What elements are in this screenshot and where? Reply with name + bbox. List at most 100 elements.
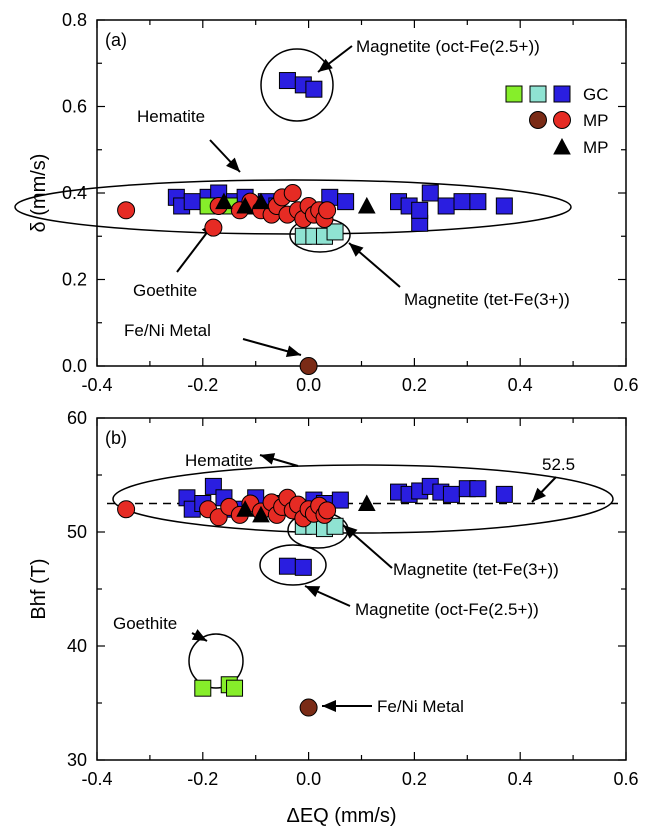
point-red-circle bbox=[318, 201, 337, 220]
annotation-label: Fe/Ni Metal bbox=[377, 697, 464, 716]
arrow-magnetite-oct-head bbox=[305, 586, 321, 598]
point-brown-circle bbox=[299, 357, 318, 375]
point-blue-square bbox=[469, 193, 487, 211]
point-blue-square bbox=[305, 80, 323, 98]
point-blue-square bbox=[411, 201, 429, 219]
annotation-label: Hematite bbox=[137, 107, 205, 126]
y-tick-label: 50 bbox=[67, 522, 87, 542]
point-blue-square bbox=[331, 491, 349, 509]
point-red-circle bbox=[283, 184, 302, 202]
arrow-fe-ni-metal-head bbox=[322, 700, 336, 712]
x-tick-label: 0.6 bbox=[613, 769, 638, 789]
annotation-label: Magnetite (oct-Fe(2.5+)) bbox=[355, 600, 539, 619]
point-blue-square bbox=[294, 558, 312, 576]
goethite-circle bbox=[188, 633, 244, 689]
panel-label: (a) bbox=[105, 30, 127, 50]
arrow-magnetite-tet-head bbox=[349, 243, 364, 257]
point-blue-square bbox=[278, 72, 296, 90]
arrow-ref-line-head bbox=[532, 487, 547, 502]
magnetite-oct-ellipse bbox=[259, 544, 327, 586]
y-tick-label: 40 bbox=[67, 636, 87, 656]
point-black-triangle bbox=[357, 494, 376, 511]
x-axis-title: ΔEQ (mm/s) bbox=[286, 805, 396, 827]
legend-marker-gc-green-square bbox=[505, 85, 523, 103]
x-tick-label: 0.4 bbox=[508, 375, 533, 395]
legend-label: MP bbox=[583, 138, 609, 157]
point-blue-square bbox=[442, 485, 460, 503]
point-red-circle bbox=[117, 500, 136, 519]
legend-label: GC bbox=[583, 85, 609, 104]
y-tick-label: 0.2 bbox=[62, 270, 87, 290]
point-blue-square bbox=[469, 480, 487, 498]
point-blue-square bbox=[437, 197, 455, 215]
hematite-ellipse bbox=[14, 179, 572, 235]
point-green-square bbox=[226, 679, 244, 697]
legend-marker-mp-brown-circle bbox=[529, 111, 547, 129]
x-tick-label: -0.2 bbox=[187, 769, 218, 789]
x-tick-label: 0.6 bbox=[613, 375, 638, 395]
y-tick-label: 60 bbox=[67, 408, 87, 428]
y-tick-label: 30 bbox=[67, 750, 87, 770]
point-cyan-square bbox=[326, 517, 344, 535]
point-red-circle bbox=[117, 201, 136, 220]
point-black-triangle bbox=[236, 500, 254, 517]
y-tick-label: 0.8 bbox=[62, 10, 87, 30]
panel-label: (b) bbox=[105, 428, 127, 448]
point-blue-square bbox=[337, 193, 355, 211]
point-black-triangle bbox=[236, 196, 254, 214]
point-blue-square bbox=[495, 485, 513, 503]
data-points bbox=[117, 72, 513, 375]
x-tick-label: -0.4 bbox=[81, 375, 112, 395]
point-blue-square bbox=[495, 197, 513, 215]
arrow-hematite-head bbox=[226, 157, 240, 172]
y-axis-title: Bhf (T) bbox=[28, 558, 50, 619]
point-green-square bbox=[194, 679, 212, 697]
legend-marker-gc-blue-square bbox=[553, 85, 571, 103]
point-red-circle bbox=[204, 218, 223, 237]
x-tick-label: 0.0 bbox=[296, 375, 321, 395]
arrow-hematite-head bbox=[260, 453, 276, 465]
annotation-label: Goethite bbox=[133, 281, 197, 300]
data-points bbox=[117, 477, 513, 717]
arrow-magnetite-tet-head bbox=[343, 525, 358, 539]
legend-marker-mp-black-triangle bbox=[553, 137, 571, 155]
point-cyan-square bbox=[326, 223, 344, 241]
x-tick-label: 0.2 bbox=[402, 375, 427, 395]
point-black-triangle bbox=[215, 192, 233, 210]
reference-line-label: 52.5 bbox=[542, 455, 575, 474]
panel-a: -0.4 -0.2 0.0 0.2 0.4 0.6 0.0 0.2 0.4 0.6 0.8 (a) δ … bbox=[14, 10, 639, 395]
arrow-goethite-head bbox=[191, 629, 207, 641]
y-tick-label: 0.6 bbox=[62, 97, 87, 117]
x-tick-label: -0.2 bbox=[187, 375, 218, 395]
annotation-label: Hematite bbox=[185, 451, 253, 470]
point-blue-square bbox=[183, 193, 201, 211]
annotation-label: Fe/Ni Metal bbox=[124, 321, 211, 340]
magnetite-oct-circle bbox=[260, 48, 334, 122]
annotation-label: Magnetite (tet-Fe(3+)) bbox=[404, 290, 570, 309]
x-tick-label: -0.4 bbox=[81, 769, 112, 789]
point-black-triangle bbox=[252, 505, 270, 523]
point-brown-circle bbox=[299, 698, 318, 717]
point-blue-square bbox=[421, 184, 439, 202]
y-axis-title: δ (mm/s) bbox=[28, 154, 50, 233]
point-red-circle bbox=[318, 501, 337, 520]
y-tick-label: 0.4 bbox=[62, 183, 87, 203]
legend-marker-mp-red-circle bbox=[553, 111, 571, 129]
arrow-magnetite-oct-head bbox=[318, 58, 333, 72]
point-blue-square bbox=[278, 557, 296, 575]
annotation-label: Magnetite (tet-Fe(3+)) bbox=[393, 560, 559, 579]
point-black-triangle bbox=[357, 196, 376, 214]
legend-marker-gc-cyan-square bbox=[529, 85, 547, 103]
x-tick-label: 0.0 bbox=[296, 769, 321, 789]
x-tick-label: 0.2 bbox=[402, 769, 427, 789]
legend: GC MP MP bbox=[505, 85, 609, 157]
point-black-triangle bbox=[252, 192, 270, 210]
hematite-ellipse bbox=[112, 464, 614, 534]
x-tick-label: 0.4 bbox=[508, 769, 533, 789]
panel-b: -0.4 -0.2 0.0 0.2 0.4 0.6 30 40 50 60 (b) Bhf (T) ΔE… bbox=[28, 408, 639, 827]
annotation-label: Magnetite (oct-Fe(2.5+)) bbox=[356, 37, 540, 56]
annotation-label: Goethite bbox=[113, 614, 177, 633]
y-tick-label: 0.0 bbox=[62, 356, 87, 376]
point-blue-square bbox=[453, 193, 471, 211]
